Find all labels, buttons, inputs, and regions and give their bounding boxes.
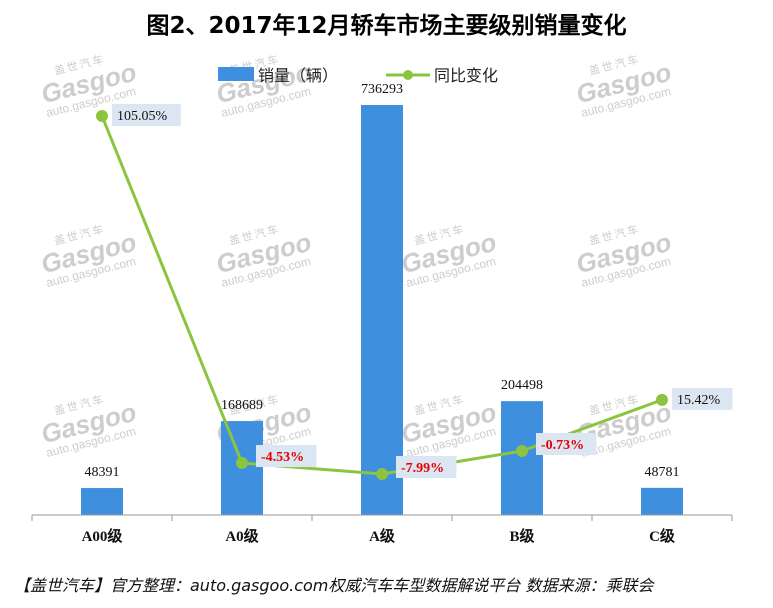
bar (361, 105, 403, 515)
yoy-value-label: 105.05% (117, 109, 168, 124)
legend-bar-label: 销量（辆） (258, 66, 338, 85)
x-tick-label: A级 (369, 527, 396, 545)
yoy-value-label: -4.53% (261, 450, 304, 465)
bar (641, 487, 683, 515)
yoy-value-label: 15.42% (677, 393, 721, 408)
chart-title: 图2、2017年12月轿车市场主要级别销量变化 (146, 13, 627, 39)
bar-value-label: 48391 (85, 465, 120, 480)
yoy-label-box (112, 104, 181, 126)
bar-value-label: 168689 (221, 398, 263, 413)
bar-value-label: 48781 (645, 465, 680, 480)
x-tick-label: C级 (649, 527, 676, 545)
bar (81, 488, 123, 515)
legend-bar-swatch (218, 67, 254, 81)
yoy-label-box (536, 433, 597, 456)
yoy-point (516, 445, 528, 458)
yoy-point (656, 393, 668, 406)
x-tick-label: B级 (509, 527, 535, 545)
yoy-value-label: -7.99% (401, 461, 444, 476)
x-tick-label: A0级 (225, 527, 259, 545)
bar (501, 401, 543, 515)
yoy-point (236, 457, 248, 470)
x-tick-label: A00级 (82, 527, 124, 545)
yoy-label-box (672, 387, 733, 410)
bar-value-label: 204498 (501, 378, 543, 393)
yoy-label-box (256, 445, 317, 468)
yoy-point (96, 110, 108, 122)
legend-line-marker (403, 70, 413, 80)
bar-value-label: 736293 (361, 82, 403, 97)
legend-line-label: 同比变化 (434, 66, 498, 85)
source-footer: 【盖世汽车】官方整理：auto.gasgoo.com权威汽车车型数据解说平台 数… (14, 576, 654, 595)
yoy-value-label: -0.73% (541, 438, 584, 453)
yoy-point (376, 468, 388, 480)
yoy-label-box (396, 456, 457, 478)
